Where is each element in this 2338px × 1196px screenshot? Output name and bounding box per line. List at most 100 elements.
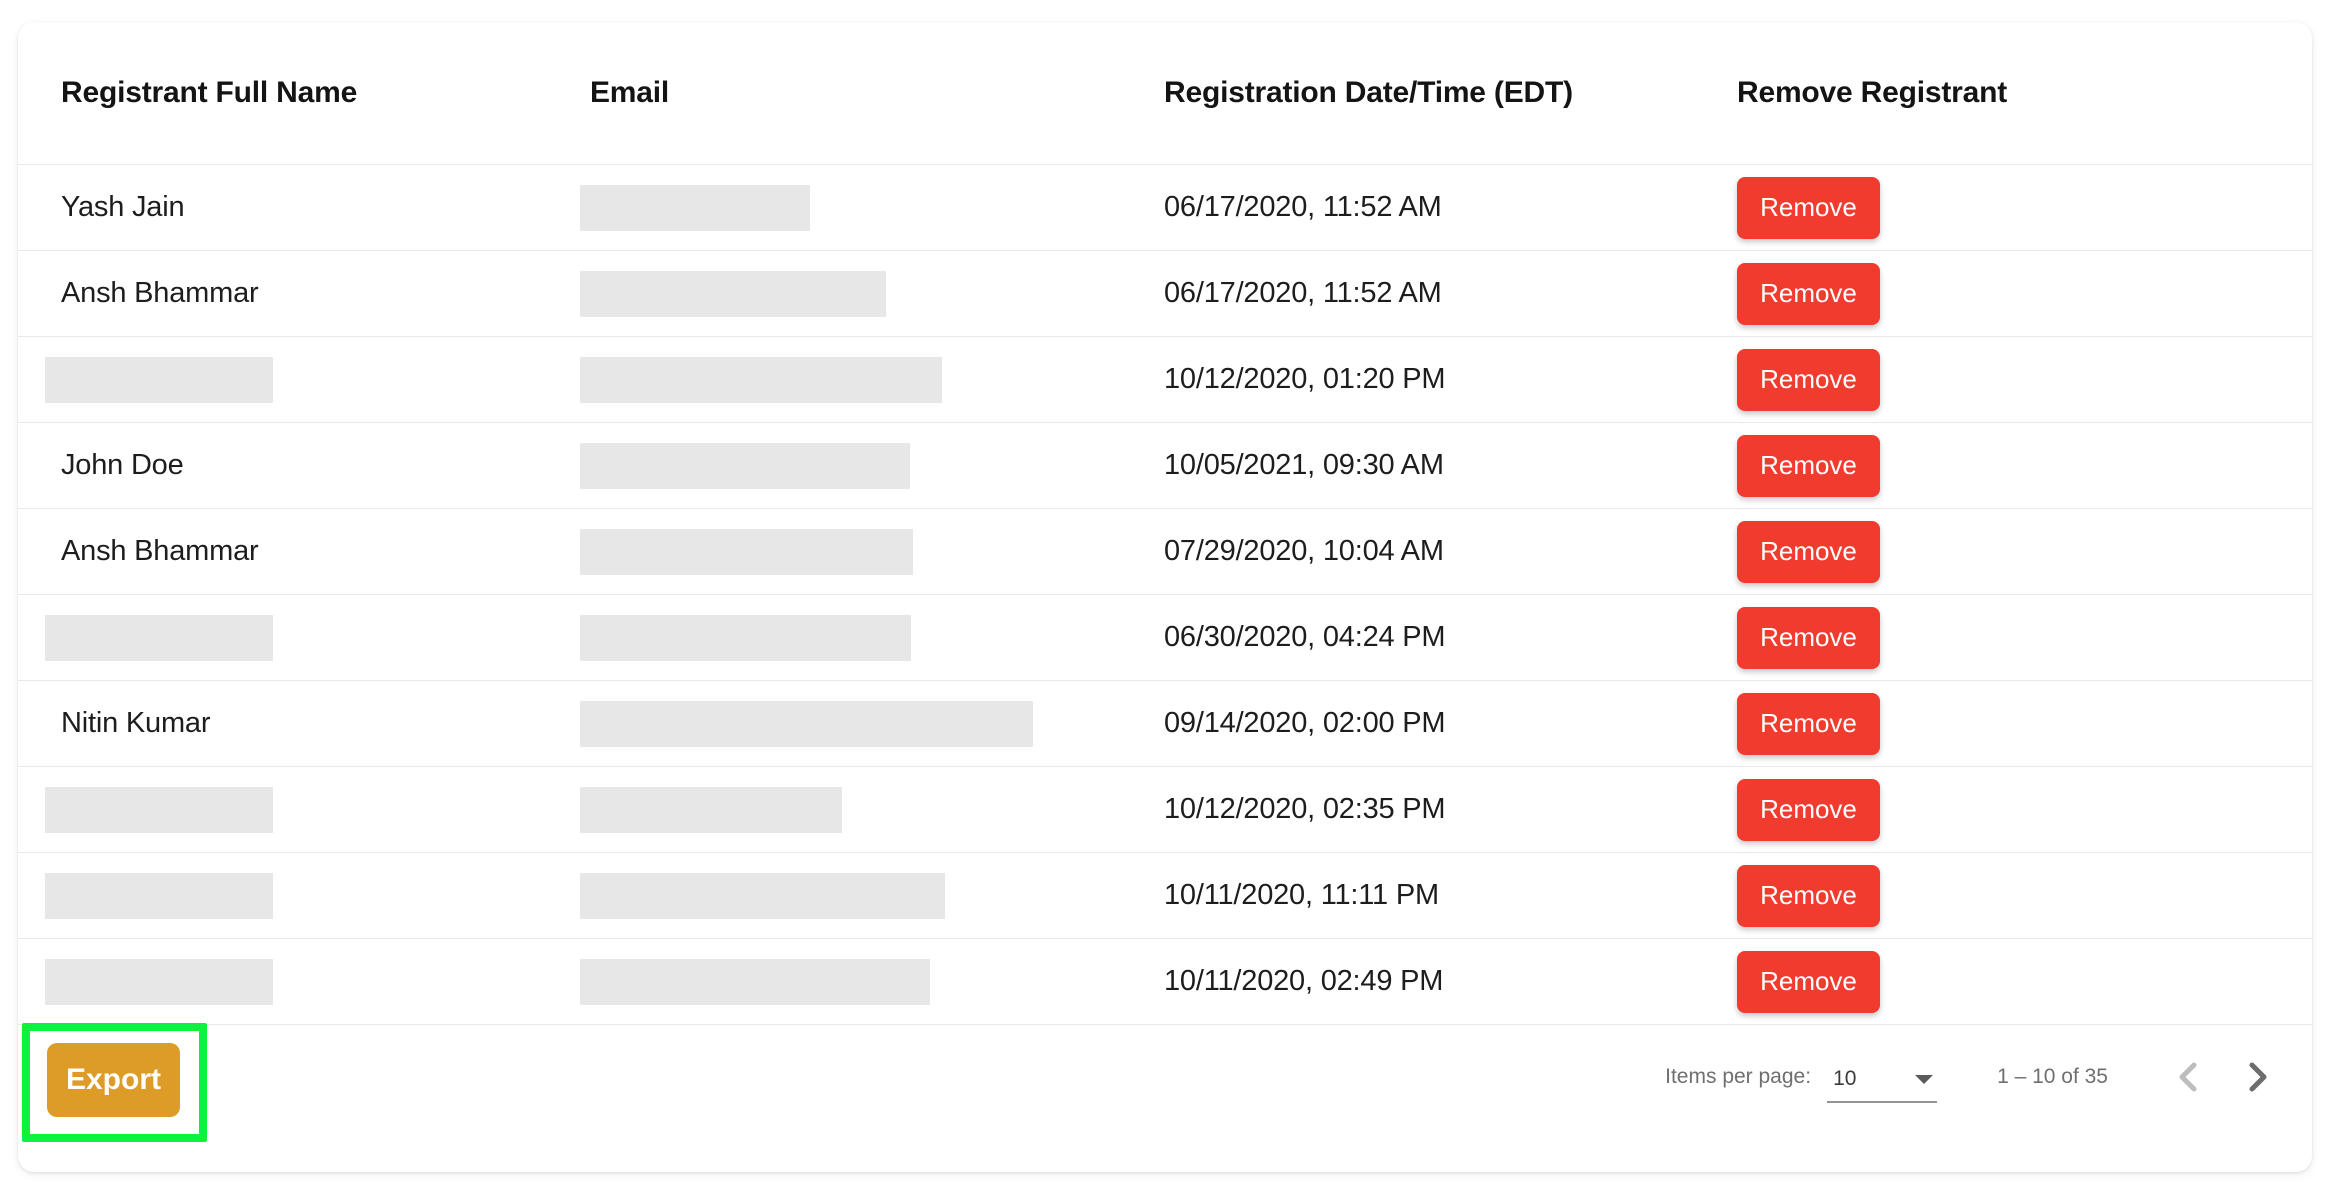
dropdown-arrow-icon xyxy=(1915,1074,1934,1084)
registration-datetime: 06/30/2020, 04:24 PM xyxy=(1164,621,1446,653)
remove-button[interactable]: Remove xyxy=(1737,692,1880,755)
table-row: Nitin Kumar 09/14/2020, 02:00 PM Remove xyxy=(18,681,2312,767)
datetime-cell: 09/14/2020, 02:00 PM xyxy=(1164,681,1737,766)
table-row: Ansh Bhammar 06/17/2020, 11:52 AM Remove xyxy=(18,251,2312,337)
remove-button[interactable]: Remove xyxy=(1737,864,1880,927)
email-cell xyxy=(580,853,1164,938)
remove-cell: Remove xyxy=(1737,681,2312,766)
registrant-name: Ansh Bhammar xyxy=(61,535,259,567)
redacted-name-box xyxy=(45,786,273,833)
previous-page-button[interactable] xyxy=(2164,1053,2212,1101)
name-cell: Yash Jain xyxy=(61,165,590,250)
email-cell xyxy=(580,423,1164,508)
paginator-range-label: 1 – 10 of 35 xyxy=(1997,1065,2108,1088)
redacted-email-box xyxy=(580,786,842,833)
remove-cell: Remove xyxy=(1737,853,2312,938)
remove-button[interactable]: Remove xyxy=(1737,262,1880,325)
email-cell xyxy=(580,681,1164,766)
redacted-email-box xyxy=(580,184,810,231)
remove-cell: Remove xyxy=(1737,509,2312,594)
registration-datetime: 09/14/2020, 02:00 PM xyxy=(1164,707,1446,739)
table-row: 10/12/2020, 01:20 PM Remove xyxy=(18,337,2312,423)
registration-datetime: 07/29/2020, 10:04 AM xyxy=(1164,535,1444,567)
email-cell xyxy=(580,939,1164,1024)
remove-cell: Remove xyxy=(1737,767,2312,852)
datetime-cell: 06/17/2020, 11:52 AM xyxy=(1164,251,1737,336)
redacted-email-box xyxy=(580,356,942,403)
redacted-email-box xyxy=(580,700,1033,747)
items-per-page-select[interactable]: 10 xyxy=(1827,1067,1938,1103)
export-button[interactable]: Export xyxy=(47,1043,180,1117)
registration-datetime: 06/17/2020, 11:52 AM xyxy=(1164,191,1442,223)
datetime-cell: 06/30/2020, 04:24 PM xyxy=(1164,595,1737,680)
table-row: 10/12/2020, 02:35 PM Remove xyxy=(18,767,2312,853)
redacted-email-box xyxy=(580,614,911,661)
items-per-page-value: 10 xyxy=(1833,1067,1857,1090)
email-cell xyxy=(580,767,1164,852)
redacted-email-box xyxy=(580,528,913,575)
registrant-name: Nitin Kumar xyxy=(61,707,211,739)
table-row: Ansh Bhammar 07/29/2020, 10:04 AM Remove xyxy=(18,509,2312,595)
name-cell: Ansh Bhammar xyxy=(61,251,590,336)
table-row: 10/11/2020, 02:49 PM Remove xyxy=(18,939,2312,1025)
name-cell xyxy=(45,595,590,680)
remove-button[interactable]: Remove xyxy=(1737,950,1880,1013)
registrant-name: Yash Jain xyxy=(61,191,185,223)
column-header-datetime: Registration Date/Time (EDT) xyxy=(1164,76,1573,109)
redacted-email-box xyxy=(580,872,945,919)
remove-button[interactable]: Remove xyxy=(1737,348,1880,411)
registration-datetime: 10/12/2020, 02:35 PM xyxy=(1164,793,1446,825)
name-cell: Ansh Bhammar xyxy=(61,509,590,594)
registration-datetime: 10/05/2021, 09:30 AM xyxy=(1164,449,1444,481)
datetime-cell: 10/05/2021, 09:30 AM xyxy=(1164,423,1737,508)
table-row: 06/30/2020, 04:24 PM Remove xyxy=(18,595,2312,681)
redacted-name-box xyxy=(45,356,273,403)
datetime-cell: 10/11/2020, 02:49 PM xyxy=(1164,939,1737,1024)
redacted-name-box xyxy=(45,872,273,919)
column-header-name: Registrant Full Name xyxy=(61,76,358,109)
registration-datetime: 10/12/2020, 01:20 PM xyxy=(1164,363,1446,395)
name-cell: John Doe xyxy=(61,423,590,508)
next-page-button[interactable] xyxy=(2234,1053,2282,1101)
name-cell xyxy=(45,337,590,422)
remove-button[interactable]: Remove xyxy=(1737,176,1880,239)
remove-button[interactable]: Remove xyxy=(1737,778,1880,841)
datetime-cell: 10/11/2020, 11:11 PM xyxy=(1164,853,1737,938)
table-footer: Items per page: 10 1 – 10 of 35 xyxy=(18,1049,2312,1190)
remove-cell: Remove xyxy=(1737,595,2312,680)
table-header-row: Registrant Full Name Email Registration … xyxy=(18,22,2312,165)
table-row: John Doe 10/05/2021, 09:30 AM Remove xyxy=(18,423,2312,509)
column-header-remove: Remove Registrant xyxy=(1737,76,2008,109)
table-row: Yash Jain 06/17/2020, 11:52 AM Remove xyxy=(18,165,2312,251)
remove-button[interactable]: Remove xyxy=(1737,520,1880,583)
registrant-name: John Doe xyxy=(61,449,184,481)
remove-cell: Remove xyxy=(1737,939,2312,1024)
redacted-email-box xyxy=(580,442,910,489)
name-cell xyxy=(45,853,590,938)
chevron-left-icon xyxy=(2179,1062,2197,1092)
remove-cell: Remove xyxy=(1737,337,2312,422)
registration-datetime: 10/11/2020, 02:49 PM xyxy=(1164,965,1444,997)
redacted-name-box xyxy=(45,958,273,1005)
registration-datetime: 06/17/2020, 11:52 AM xyxy=(1164,277,1442,309)
registration-datetime: 10/11/2020, 11:11 PM xyxy=(1164,879,1439,911)
paginator: Items per page: 10 1 – 10 of 35 xyxy=(18,1049,2312,1105)
table-body: Yash Jain 06/17/2020, 11:52 AM Remove Ansh … xyxy=(18,165,2312,1025)
name-cell xyxy=(45,939,590,1024)
remove-cell: Remove xyxy=(1737,165,2312,250)
column-header-email: Email xyxy=(590,76,670,109)
redacted-name-box xyxy=(45,614,273,661)
table-row: 10/11/2020, 11:11 PM Remove xyxy=(18,853,2312,939)
name-cell xyxy=(45,767,590,852)
datetime-cell: 06/17/2020, 11:52 AM xyxy=(1164,165,1737,250)
datetime-cell: 10/12/2020, 02:35 PM xyxy=(1164,767,1737,852)
email-cell xyxy=(580,337,1164,422)
name-cell: Nitin Kumar xyxy=(61,681,590,766)
email-cell xyxy=(580,165,1164,250)
registrants-table-card: Registrant Full Name Email Registration … xyxy=(18,22,2312,1172)
redacted-email-box xyxy=(580,270,886,317)
remove-button[interactable]: Remove xyxy=(1737,606,1880,669)
email-cell xyxy=(580,509,1164,594)
remove-button[interactable]: Remove xyxy=(1737,434,1880,497)
